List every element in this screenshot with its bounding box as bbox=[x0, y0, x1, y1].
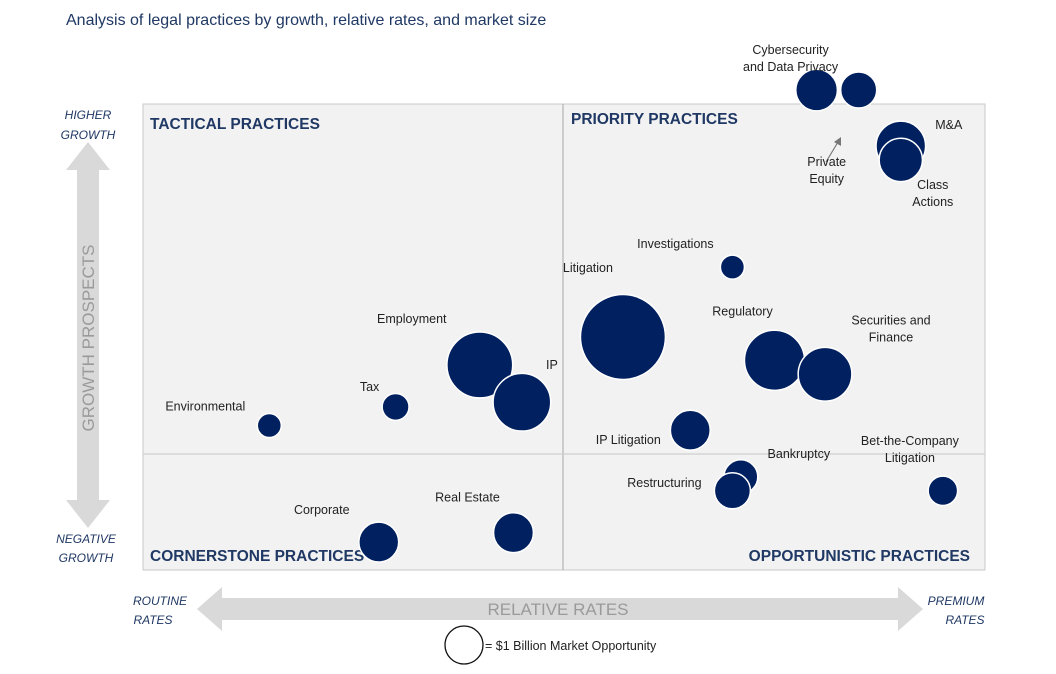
bubble-label-employment: Employment bbox=[377, 312, 447, 326]
bubble-label-cybersecurity-and-data-privacy: Cybersecurity and Data Privacy bbox=[743, 43, 839, 74]
bubble-label-ip: IP bbox=[546, 358, 558, 372]
quadrant-label-tactical: TACTICAL PRACTICES bbox=[150, 116, 320, 133]
private-equity-pointer-arrowhead bbox=[834, 137, 841, 146]
growth-axis-title: GROWTH PROSPECTS bbox=[79, 244, 98, 431]
bubble-label-bet-the-company-litigation: Bet-the-Company Litigation bbox=[861, 434, 960, 465]
bubble-label-investigations: Investigations bbox=[637, 237, 713, 251]
rates-axis-arrow bbox=[197, 587, 923, 631]
bubble-restructuring bbox=[713, 472, 752, 510]
plot-area bbox=[142, 103, 986, 571]
bubble-private-equity bbox=[839, 71, 878, 109]
rates-axis-title: RELATIVE RATES bbox=[487, 600, 628, 619]
bubble-bet-the-company-litigation bbox=[927, 475, 959, 507]
quadrant-label-cornerstone: CORNERSTONE PRACTICES bbox=[150, 548, 364, 565]
chart-title: Analysis of legal practices by growth, r… bbox=[66, 12, 547, 29]
bubble-label-corporate: Corporate bbox=[294, 503, 350, 517]
private-equity-pointer-arrow bbox=[825, 141, 839, 163]
bubble-real-estate bbox=[492, 512, 535, 554]
bubble-securities-and-finance bbox=[797, 346, 853, 402]
bubble-label-regulatory: Regulatory bbox=[712, 304, 773, 318]
bubble-environmental bbox=[256, 412, 283, 439]
legend-text: = $1 Billion Market Opportunity bbox=[485, 639, 657, 653]
bubble-label-bankruptcy: Bankruptcy bbox=[768, 447, 831, 461]
bubble-investigations bbox=[719, 254, 746, 280]
bubble-class-actions bbox=[878, 137, 924, 183]
legend-bubble bbox=[444, 625, 484, 665]
bubble-label-m-a: M&A bbox=[935, 118, 963, 132]
bubble-label-securities-and-finance: Securities and Finance bbox=[851, 313, 930, 344]
bubble-employment bbox=[446, 331, 514, 399]
bubble-corporate bbox=[358, 521, 400, 563]
bubble-label-class-actions: Class Actions bbox=[912, 178, 953, 209]
quadrant-label-opportunistic: OPPORTUNISTIC PRACTICES bbox=[749, 548, 970, 565]
bubble-label-environmental: Environmental bbox=[165, 400, 245, 414]
higher-growth-label-line1: HIGHER bbox=[65, 108, 112, 122]
bubble-label-ip-litigation: IP Litigation bbox=[596, 433, 661, 447]
bubble-label-private-equity: Private Equity bbox=[807, 155, 846, 186]
premium-rates-label-line2: RATES bbox=[945, 613, 984, 627]
bubble-layer bbox=[256, 68, 959, 563]
quadrant-label-priority: PRIORITY PRACTICES bbox=[571, 111, 738, 128]
bubble-ip bbox=[492, 372, 552, 432]
higher-growth-label-line2: GROWTH bbox=[61, 128, 116, 142]
bubble-litigation bbox=[579, 293, 667, 381]
routine-rates-label-line1: ROUTINE bbox=[133, 594, 188, 608]
bubble-label-restructuring: Restructuring bbox=[627, 476, 701, 490]
negative-growth-label-line1: NEGATIVE bbox=[56, 532, 117, 546]
growth-axis-arrow bbox=[66, 142, 110, 528]
routine-rates-label-line2: RATES bbox=[133, 613, 172, 627]
bubble-cybersecurity-and-data-privacy bbox=[795, 68, 839, 112]
bubble-label-litigation: Litigation bbox=[563, 261, 613, 275]
bubble-tax bbox=[381, 392, 410, 422]
bubble-label-real-estate: Real Estate bbox=[435, 491, 500, 505]
negative-growth-label-line2: GROWTH bbox=[59, 551, 114, 565]
bubble-label-layer: Cybersecurity and Data Privacy Private Equi… bbox=[165, 43, 963, 517]
bubble-regulatory bbox=[743, 329, 806, 392]
bubble-label-tax: Tax bbox=[360, 380, 380, 394]
bubble-ip-litigation bbox=[669, 409, 711, 451]
premium-rates-label-line1: PREMIUM bbox=[928, 594, 985, 608]
